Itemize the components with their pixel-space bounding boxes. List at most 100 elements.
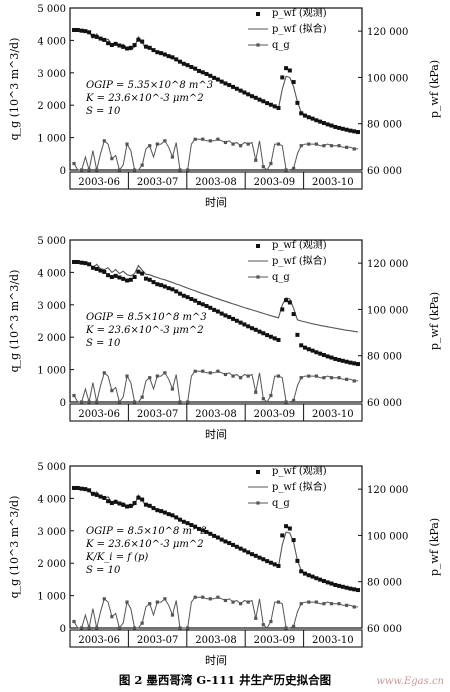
pwf-observed-point	[299, 569, 304, 574]
plot-frame	[69, 465, 363, 629]
pwf-observed-point	[329, 123, 334, 128]
pwf-observed-point	[90, 265, 95, 270]
pwf-observed-point	[109, 275, 114, 280]
pwf-observed-point	[227, 315, 232, 320]
qg-point	[95, 400, 99, 404]
pwf-observed-point	[128, 503, 133, 508]
series-pwf-fit-line	[74, 261, 359, 333]
qg-point	[314, 600, 318, 604]
pwf-observed-point	[151, 506, 156, 511]
pwf-observed-point	[234, 544, 239, 549]
pwf-observed-point	[356, 588, 360, 593]
pwf-observed-point	[348, 128, 353, 133]
legend-label: p_wf (观测)	[272, 464, 327, 477]
right-tick-label: 100 000	[367, 305, 408, 316]
pwf-observed-point	[83, 261, 88, 266]
plot-frame	[69, 239, 363, 403]
pwf-observed-point	[181, 61, 186, 66]
pwf-observed-point	[295, 100, 300, 105]
left-tick-label: 2 000	[37, 559, 66, 570]
annotation: OGIP = 8.5×10^8 m^3	[86, 312, 207, 323]
pwf-observed-point	[90, 33, 95, 38]
pwf-observed-point	[234, 318, 239, 323]
pwf-observed-point	[215, 77, 220, 82]
left-tick-label: 5 000	[37, 4, 66, 15]
qg-point	[155, 600, 159, 604]
pwf-observed-point	[284, 66, 289, 71]
pwf-observed-point	[344, 127, 349, 132]
qg-point	[79, 626, 84, 630]
pwf-observed-point	[280, 307, 285, 312]
qg-point	[117, 168, 122, 172]
qg-point	[208, 139, 212, 143]
qg-point	[95, 168, 99, 172]
right-axis-label: p_wf (kPa)	[428, 518, 441, 576]
pwf-observed-point	[337, 583, 342, 588]
qg-point	[239, 376, 243, 380]
pwf-observed-point	[159, 283, 164, 288]
qg-point	[223, 140, 228, 145]
left-axis-label: q_g (10^3 m^3/d)	[8, 38, 21, 141]
pwf-observed-point	[87, 30, 92, 35]
pwf-observed-point	[178, 291, 183, 296]
date-axis-box	[69, 171, 363, 190]
watermark: www.Egas.cn	[376, 676, 444, 687]
qg-point	[170, 155, 175, 159]
pwf-observed-point	[234, 86, 239, 91]
date-axis-box	[69, 629, 363, 648]
qg-point	[231, 374, 235, 378]
pwf-observed-point	[159, 509, 164, 514]
legend: p_wf (观测) p_wf (拟合) q_g	[248, 6, 327, 51]
qg-point	[178, 168, 182, 172]
qg-point	[292, 624, 296, 628]
pwf-observed-point	[344, 585, 349, 590]
pwf-observed-point	[113, 41, 118, 46]
pwf-observed-point	[155, 508, 160, 513]
left-axis-label: q_g (10^3 m^3/d)	[8, 496, 21, 599]
chart-panel-1: 0 1 000 2 000 3 000 4 000 5 000 60 000 80 000 10…	[8, 4, 441, 209]
qg-point	[284, 400, 288, 404]
pwf-observed-point	[299, 111, 304, 116]
pwf-observed-point	[79, 486, 84, 491]
qg-point	[201, 137, 205, 141]
pwf-observed-point	[72, 259, 76, 264]
legend-label: q_g	[272, 498, 290, 509]
pwf-observed-point	[268, 334, 273, 339]
annotation: K = 23.6×10^-3 μm^2	[85, 325, 204, 336]
qg-point	[345, 603, 349, 607]
legend-marker-observed	[256, 470, 260, 474]
pwf-observed-point	[287, 300, 292, 305]
x-axis-label: 时间	[205, 196, 227, 209]
qg-point	[216, 369, 220, 373]
qg-point	[246, 600, 250, 604]
x-tick-label: 2003-07	[137, 409, 179, 420]
qg-point	[254, 390, 258, 394]
pwf-observed-point	[352, 587, 357, 592]
pwf-observed-point	[249, 552, 254, 557]
qg-point	[284, 626, 288, 630]
pwf-observed-point	[98, 494, 103, 499]
qg-point	[140, 621, 144, 625]
left-tick-label: 0	[60, 398, 66, 409]
qg-point	[239, 144, 243, 148]
pwf-observed-point	[189, 297, 194, 302]
pwf-observed-point	[333, 124, 338, 129]
pwf-observed-point	[284, 524, 289, 529]
pwf-observed-point	[337, 357, 342, 362]
pwf-observed-point	[344, 359, 349, 364]
pwf-observed-point	[333, 356, 338, 361]
pwf-observed-point	[238, 546, 243, 551]
pwf-observed-point	[208, 305, 213, 310]
pwf-observed-point	[200, 528, 205, 533]
qg-point	[193, 369, 197, 373]
pwf-observed-point	[306, 115, 311, 120]
pwf-observed-point	[253, 553, 258, 558]
x-tick-label: 2003-06	[78, 177, 120, 188]
qg-point	[216, 595, 220, 599]
series-qg-line	[73, 370, 358, 404]
x-axis-label: 时间	[205, 428, 227, 441]
qg-point	[132, 168, 137, 172]
qg-point	[337, 602, 341, 606]
qg-point	[231, 600, 235, 604]
chart-panel-2: 0 1 000 2 000 3 000 4 000 5 000 60 000 80 000 10…	[8, 236, 441, 441]
